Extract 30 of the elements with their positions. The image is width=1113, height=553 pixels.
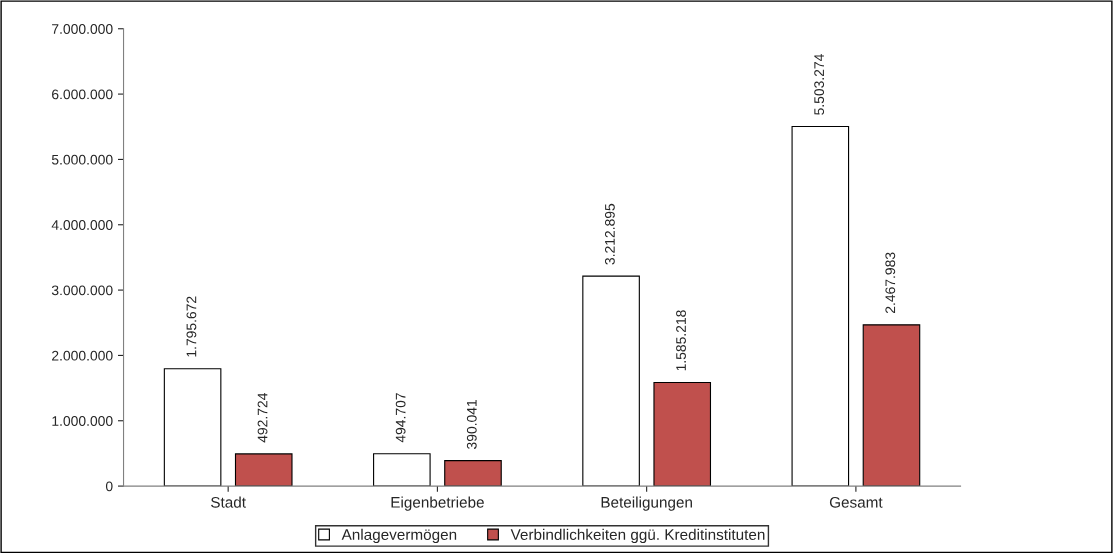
data-label: 1.795.672 bbox=[186, 296, 197, 357]
y-tick-label: 7.000.000 bbox=[52, 24, 113, 34]
x-tick-label: Beteiligungen bbox=[601, 496, 692, 511]
bar bbox=[163, 368, 222, 487]
bar bbox=[653, 381, 712, 487]
data-label: 1.585.218 bbox=[676, 310, 686, 371]
bar bbox=[862, 324, 921, 487]
y-tick-label: 4.000.000 bbox=[51, 220, 113, 230]
y-tick-label: 3.000.000 bbox=[51, 285, 113, 296]
data-label: 494.707 bbox=[395, 393, 406, 443]
data-label: 492.724 bbox=[257, 392, 268, 443]
bar bbox=[791, 125, 850, 487]
bar bbox=[444, 460, 502, 487]
x-tick-label: Stadt bbox=[211, 496, 246, 508]
legend-label: Verbindlichkeiten ggü. Kreditinstituten bbox=[510, 528, 765, 544]
y-tick-label: 6.000.000 bbox=[52, 89, 113, 100]
data-label: 2.467.983 bbox=[885, 252, 896, 314]
y-tick-label: 2.000.000 bbox=[52, 350, 113, 361]
y-tick-label: 1.000.000 bbox=[52, 416, 113, 426]
y-tick-label: 0 bbox=[105, 481, 113, 492]
bar bbox=[582, 275, 640, 487]
y-tick-label: 5.000.000 bbox=[51, 154, 113, 165]
bar bbox=[234, 453, 293, 487]
legend-label: Anlagevermögen bbox=[341, 528, 457, 544]
x-tick-label: Eigenbetriebe bbox=[391, 496, 484, 511]
x-tick-label: Gesamt bbox=[829, 496, 883, 508]
data-label: 390.041 bbox=[466, 399, 477, 449]
data-label: 5.503.274 bbox=[814, 54, 825, 115]
data-label: 3.212.895 bbox=[604, 203, 615, 265]
bar bbox=[373, 453, 431, 487]
